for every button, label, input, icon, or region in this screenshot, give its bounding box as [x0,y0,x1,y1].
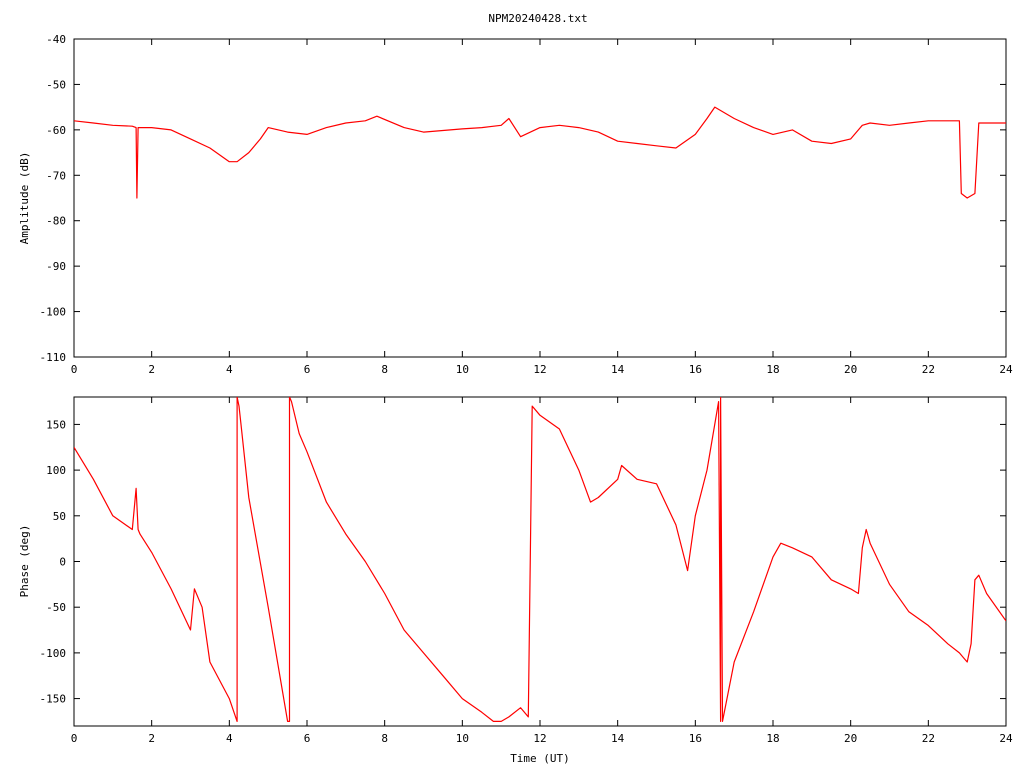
phase-panel: Phase (deg) Time (UT) 0 2 4 6 8 10 12 14 16 18 20 2… [18,396,1013,765]
x-tick-label: 20 [844,732,857,745]
time-x-axis-label: Time (UT) [510,752,570,765]
x-tick-label: 18 [766,732,779,745]
x-tick-label: 8 [381,363,388,376]
x-tick-label: 24 [999,363,1013,376]
x-tick-label: 0 [71,363,78,376]
y-tick-label: -50 [46,78,66,91]
x-tick-label: 24 [999,732,1013,745]
x-tick-label: 12 [533,363,546,376]
y-tick-label: 150 [46,418,66,431]
x-tick-label: 4 [226,732,233,745]
x-tick-label: 10 [456,363,469,376]
x-tick-label: 16 [689,732,702,745]
amplitude-y-axis-label: Amplitude (dB) [18,152,31,245]
y-tick-label: -50 [46,601,66,614]
y-tick-label: 0 [59,556,66,569]
x-tick-label: 14 [611,732,625,745]
x-tick-label: 0 [71,732,78,745]
y-tick-label: 50 [53,510,66,523]
y-tick-label: -100 [40,647,67,660]
x-tick-label: 22 [922,363,935,376]
phase-y-axis-label: Phase (deg) [18,525,31,598]
x-tick-label: 6 [304,363,311,376]
amplitude-panel: Amplitude (dB) 0 2 4 6 8 10 12 14 16 18 20 22 24-40-… [18,33,1013,376]
x-tick-label: 14 [611,363,625,376]
y-tick-label: -90 [46,260,66,273]
y-tick-label: -80 [46,215,66,228]
x-tick-label: 18 [766,363,779,376]
phase-plot-frame [73,396,1007,727]
amplitude-series-line [74,106,1006,199]
phase-series-line [74,397,1006,723]
x-tick-label: 22 [922,732,935,745]
x-tick-label: 2 [148,363,155,376]
x-tick-label: 20 [844,363,857,376]
x-tick-label: 8 [381,732,388,745]
x-tick-label: 10 [456,732,469,745]
y-tick-label: -110 [40,351,67,364]
y-tick-label: 100 [46,464,66,477]
x-tick-label: 16 [689,363,702,376]
y-tick-label: -40 [46,33,66,46]
y-tick-label: -150 [40,693,67,706]
amplitude-plot-frame [73,38,1007,358]
x-tick-label: 2 [148,732,155,745]
y-tick-label: -60 [46,124,66,137]
y-tick-label: -100 [40,306,67,319]
x-tick-label: 6 [304,732,311,745]
x-tick-label: 4 [226,363,233,376]
x-tick-label: 12 [533,732,546,745]
y-tick-label: -70 [46,169,66,182]
chart-title: NPM20240428.txt [488,12,587,25]
